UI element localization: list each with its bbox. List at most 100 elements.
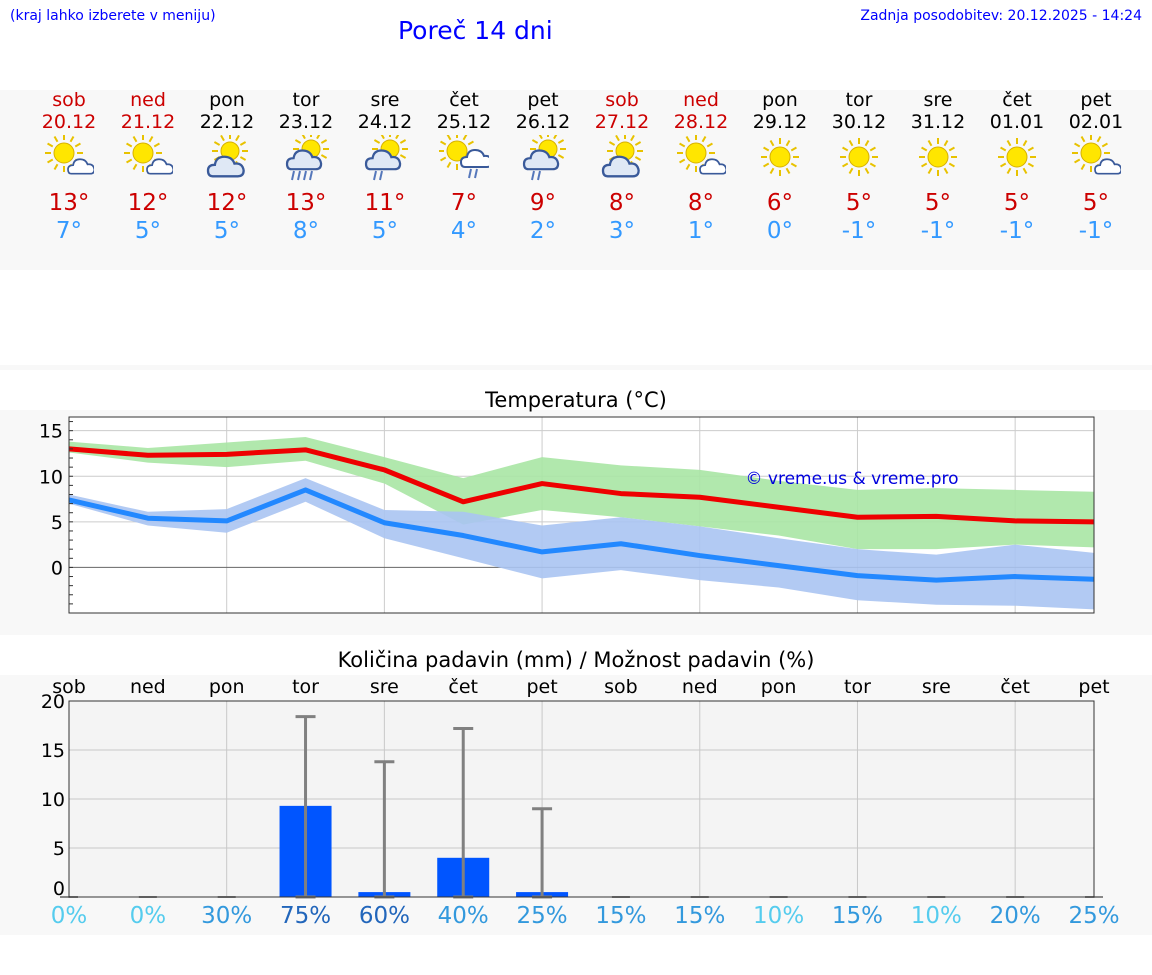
day-name: pon xyxy=(209,89,245,111)
location-menu-hint[interactable]: (kraj lahko izberete v meniju) xyxy=(10,8,216,24)
temp-min: 7° xyxy=(55,218,83,244)
precipitation-probability: 10% xyxy=(753,903,805,929)
precipitation-probability: 60% xyxy=(358,903,410,929)
temp-min: -1° xyxy=(841,218,877,244)
precipitation-probability: 15% xyxy=(831,903,884,929)
day-date: 28.12 xyxy=(673,111,729,133)
temp-max: 5° xyxy=(1003,190,1031,216)
day-date: 26.12 xyxy=(515,111,571,133)
temperature-chart-title: Temperatura (°C) xyxy=(485,388,667,412)
x-category-label: čet xyxy=(448,676,478,698)
forecast-day: pet 26.12 9° 2° xyxy=(503,89,583,245)
forecast-day: ned 28.12 8° 1° xyxy=(661,89,741,245)
sun-cloud-icon xyxy=(1071,134,1123,181)
day-name: čet xyxy=(1002,89,1032,111)
last-update: Zadnja posodobitev: 20.12.2025 - 14:24 xyxy=(860,8,1142,24)
precipitation-probability: 20% xyxy=(989,903,1041,929)
temp-max: 6° xyxy=(766,190,794,216)
x-category-label: sob xyxy=(52,676,86,698)
plot-frame xyxy=(68,700,1095,898)
light-rain-icon xyxy=(360,131,410,181)
range-band-max xyxy=(69,437,1094,550)
precipitation-probability: 15% xyxy=(595,903,647,929)
day-name: tor xyxy=(292,89,320,111)
sun-icon xyxy=(755,135,805,181)
day-name: čet xyxy=(449,89,479,111)
day-date: 27.12 xyxy=(594,111,650,133)
sun-icon xyxy=(834,135,884,181)
forecast-day: pon 29.12 6° 0° xyxy=(740,89,820,245)
forecast-day: sob 27.12 8° 3° xyxy=(582,89,662,245)
temp-max: 12° xyxy=(127,190,169,216)
temp-min: 5° xyxy=(371,218,399,244)
day-date: 25.12 xyxy=(436,111,492,133)
precipitation-probability: 15% xyxy=(674,903,726,929)
forecast-day: čet 01.01 5° -1° xyxy=(977,89,1057,245)
series-line-max xyxy=(68,446,1095,525)
x-category-label: pet xyxy=(526,676,557,698)
temp-min: -1° xyxy=(920,218,956,244)
day-date: 01.01 xyxy=(989,111,1045,133)
x-category-label: sre xyxy=(922,676,951,698)
y-tick-label: 5 xyxy=(53,838,65,860)
precipitation-probability: 10% xyxy=(910,903,962,929)
divider xyxy=(0,365,1152,370)
day-date: 22.12 xyxy=(199,111,255,133)
day-name: sob xyxy=(605,89,639,111)
sun-cloud-icon xyxy=(44,134,96,181)
y-tick-label: 5 xyxy=(51,512,63,534)
precipitation-probability: 40% xyxy=(437,903,489,929)
y-tick-label: 0 xyxy=(53,878,65,900)
precipitation-probability: 75% xyxy=(279,903,332,929)
series-line-min xyxy=(68,487,1095,583)
temp-min: 4° xyxy=(450,218,478,244)
temp-min: 2° xyxy=(529,218,557,244)
day-date: 20.12 xyxy=(41,111,97,133)
x-category-label: ned xyxy=(130,676,166,698)
light-rain-icon xyxy=(518,131,568,181)
day-name: tor xyxy=(845,89,873,111)
temp-max: 7° xyxy=(450,190,478,216)
forecast-day: sob 20.12 13° 7° xyxy=(29,89,109,245)
temp-min: 0° xyxy=(766,218,794,244)
y-tick-label: 10 xyxy=(41,789,65,811)
watermark: © vreme.us & vreme.pro xyxy=(745,469,958,489)
day-name: pet xyxy=(527,89,559,111)
x-category-label: sob xyxy=(604,676,638,698)
partly-cloudy-icon xyxy=(597,133,647,181)
forecast-day: tor 30.12 5° -1° xyxy=(819,89,899,245)
y-tick-label: 20 xyxy=(41,691,65,713)
temp-max: 13° xyxy=(285,190,327,216)
day-name: pon xyxy=(762,89,798,111)
temp-max: 5° xyxy=(924,190,952,216)
forecast-band xyxy=(0,90,1152,270)
x-category-label: sre xyxy=(370,676,399,698)
day-name: pet xyxy=(1080,89,1112,111)
temp-min: -1° xyxy=(999,218,1035,244)
rain-icon xyxy=(281,131,331,181)
precipitation-probability: 0% xyxy=(50,903,88,929)
precipitation-probability: 25% xyxy=(1068,903,1120,929)
x-category-label: pon xyxy=(761,676,797,698)
temp-max: 8° xyxy=(687,190,715,216)
day-name: sre xyxy=(923,89,953,111)
sun-icon xyxy=(992,135,1042,181)
temp-max: 13° xyxy=(48,190,90,216)
forecast-day: sre 31.12 5° -1° xyxy=(898,89,978,245)
day-date: 21.12 xyxy=(120,111,176,133)
day-name: ned xyxy=(683,89,719,111)
temp-min: 8° xyxy=(292,218,320,244)
temp-max: 5° xyxy=(845,190,873,216)
day-date: 24.12 xyxy=(357,111,413,133)
y-tick-label: 10 xyxy=(39,466,63,488)
precipitation-probability: 0% xyxy=(129,903,167,929)
temp-max: 11° xyxy=(364,190,406,216)
forecast-day: pon 22.12 12° 5° xyxy=(187,89,267,245)
forecast-day: pet 02.01 5° -1° xyxy=(1056,89,1136,245)
day-name: sre xyxy=(370,89,400,111)
day-name: ned xyxy=(130,89,166,111)
x-category-label: tor xyxy=(844,676,871,698)
temp-min: 5° xyxy=(213,218,241,244)
